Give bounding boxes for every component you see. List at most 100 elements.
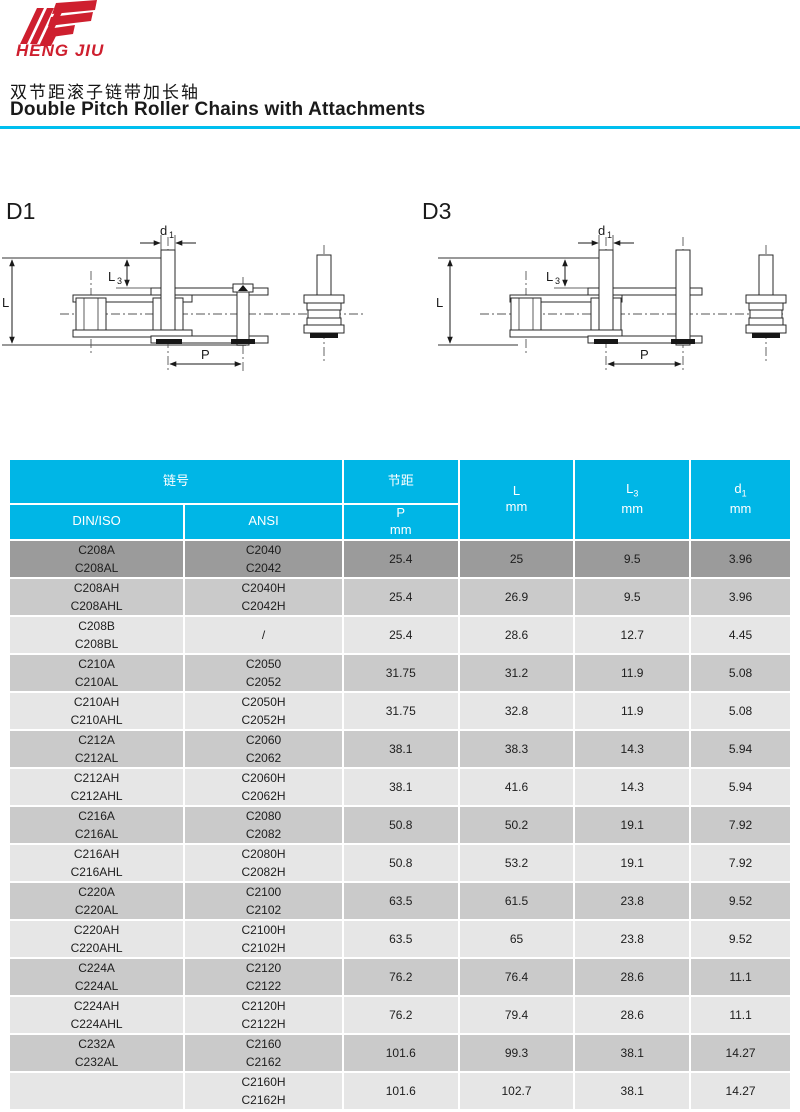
table-row: C208B C208BL/25.4 28.6 12.7 4.45 [7, 614, 792, 655]
cell-din-iso: C224A C224AL [7, 956, 186, 997]
cell-l: 41.6 [457, 766, 576, 807]
cell-ansi: C2050H C2052H [183, 690, 344, 731]
col-header-din-iso: DIN/ISO [7, 503, 186, 541]
cell-din-iso: C210A C210AL [7, 652, 186, 693]
cell-d1: 11.1 [689, 994, 792, 1035]
col-header-ansi: ANSI [183, 503, 344, 541]
cell-l3: 19.1 [573, 842, 692, 883]
cell-l3: 28.6 [573, 956, 692, 997]
cell-p: 101.6 [341, 1070, 460, 1111]
cell-l: 102.7 [457, 1070, 576, 1111]
cell-p: 25.4 [341, 614, 460, 655]
cell-p: 38.1 [341, 766, 460, 807]
cell-din-iso: C210AH C210AHL [7, 690, 186, 731]
table-row: C208AH C208AHL C2040H C2042H 25.4 26.9 9.5 3.… [7, 576, 792, 617]
cell-din-iso: C212A C212AL [7, 728, 186, 769]
cell-d1: 3.96 [689, 576, 792, 617]
cell-l3: 9.5 [573, 576, 692, 617]
hengjiu-logo-icon [20, 0, 97, 46]
diagram-d3: D3 d 1 L 3 [422, 198, 787, 371]
cell-din-iso: C216A C216AL [7, 804, 186, 845]
cell-p: 63.5 [341, 880, 460, 921]
cell-l: 53.2 [457, 842, 576, 883]
cell-p: 50.8 [341, 842, 460, 883]
cell-p: 31.75 [341, 690, 460, 731]
cell-din-iso: C232A C232AL [7, 1032, 186, 1073]
cell-d1: 5.94 [689, 728, 792, 769]
svg-text:1: 1 [607, 230, 612, 240]
cell-ansi: C2080 C2082 [183, 804, 344, 845]
cell-l: 38.3 [457, 728, 576, 769]
cell-din-iso [7, 1070, 186, 1111]
page-title-zh: 双节距滚子链带加长轴 [10, 83, 200, 102]
cell-p: 76.2 [341, 956, 460, 997]
chain-table: 链号 节距 L mm L3 mm d1 mm DIN/ISO ANSI [7, 458, 792, 1111]
cell-ansi: C2120 C2122 [183, 956, 344, 997]
table-row: C210AH C210AHL C2050H C2052H 31.75 32.8 11.9… [7, 690, 792, 731]
cell-d1: 4.45 [689, 614, 792, 655]
cell-p: 25.4 [341, 576, 460, 617]
dim-label-d1: d [598, 223, 605, 238]
brand-name: HENG JIU [16, 41, 105, 60]
cell-l3: 23.8 [573, 918, 692, 959]
cell-p: 38.1 [341, 728, 460, 769]
cell-l: 28.6 [457, 614, 576, 655]
cell-ansi: C2040H C2042H [183, 576, 344, 617]
col-header-p-mm: P mm [341, 503, 460, 541]
cell-l3: 14.3 [573, 766, 692, 807]
col-header-l: L mm [457, 458, 576, 541]
cell-din-iso: C208AH C208AHL [7, 576, 186, 617]
cell-l: 32.8 [457, 690, 576, 731]
cell-l: 61.5 [457, 880, 576, 921]
cell-l: 76.4 [457, 956, 576, 997]
cell-ansi: C2040 C2042 [183, 538, 344, 579]
cell-p: 101.6 [341, 1032, 460, 1073]
cell-ansi: C2160H C2162H [183, 1070, 344, 1111]
table-row: C210A C210AL C2050 C2052 31.75 31.2 11.9 5.08 [7, 652, 792, 693]
cell-d1: 3.96 [689, 538, 792, 579]
page-title-en: Double Pitch Roller Chains with Attachme… [10, 99, 426, 120]
cell-l3: 11.9 [573, 652, 692, 693]
cell-d1: 5.08 [689, 652, 792, 693]
svg-text:3: 3 [117, 276, 122, 286]
cell-l: 79.4 [457, 994, 576, 1035]
table-row: C2160H C2162H 101.6 102.7 38.1 14.27 [7, 1070, 792, 1111]
cell-ansi: C2060H C2062H [183, 766, 344, 807]
cell-l: 99.3 [457, 1032, 576, 1073]
table-row: C224AH C224AHL C2120H C2122H 76.2 79.4 28.6 1… [7, 994, 792, 1035]
cell-ansi: / [183, 614, 344, 655]
table-row: C220AH C220AHL C2100H C2102H 63.5 65 23.8 9.5… [7, 918, 792, 959]
table-row: C212AH C212AHL C2060H C2062H 38.1 41.6 14.3 5… [7, 766, 792, 807]
dim-label-p: P [640, 347, 649, 362]
dim-label-l3: L [108, 269, 115, 284]
cell-l3: 12.7 [573, 614, 692, 655]
cell-l3: 9.5 [573, 538, 692, 579]
cell-din-iso: C208A C208AL [7, 538, 186, 579]
table-row: C216A C216AL C2080 C2082 50.8 50.2 19.1 7.92 [7, 804, 792, 845]
cell-d1: 9.52 [689, 880, 792, 921]
cell-d1: 9.52 [689, 918, 792, 959]
cell-l3: 14.3 [573, 728, 692, 769]
cell-l: 50.2 [457, 804, 576, 845]
cell-p: 31.75 [341, 652, 460, 693]
cell-l3: 28.6 [573, 994, 692, 1035]
table-row: C232A C232AL C2160 C2162 101.6 99.3 38.1 14.2… [7, 1032, 792, 1073]
cell-d1: 7.92 [689, 804, 792, 845]
cell-d1: 7.92 [689, 842, 792, 883]
cell-d1: 11.1 [689, 956, 792, 997]
cell-l3: 23.8 [573, 880, 692, 921]
table-row: C208A C208AL C2040 C2042 25.4 25 9.5 3.96 [7, 538, 792, 579]
cell-ansi: C2100 C2102 [183, 880, 344, 921]
chain-table-body: C208A C208AL C2040 C2042 25.4 25 9.5 3.96 C208… [7, 538, 792, 1111]
cell-l3: 11.9 [573, 690, 692, 731]
svg-text:3: 3 [555, 276, 560, 286]
cell-ansi: C2160 C2162 [183, 1032, 344, 1073]
cell-l: 25 [457, 538, 576, 579]
cell-din-iso: C208B C208BL [7, 614, 186, 655]
cell-l3: 38.1 [573, 1070, 692, 1111]
cell-din-iso: C220AH C220AHL [7, 918, 186, 959]
cell-l3: 19.1 [573, 804, 692, 845]
diagram-d1: D1 d 1 [2, 198, 364, 371]
cell-l3: 38.1 [573, 1032, 692, 1073]
